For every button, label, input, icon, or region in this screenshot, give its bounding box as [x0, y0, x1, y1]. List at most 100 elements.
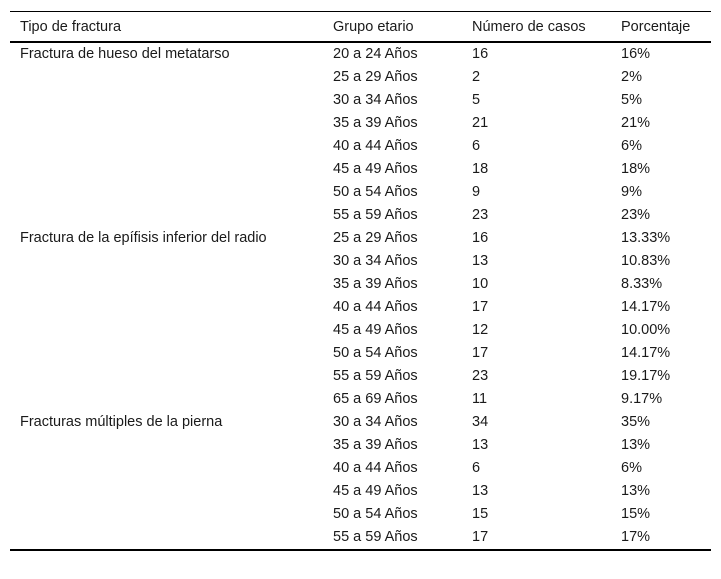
age-group-cell: 30 a 34 Años [333, 92, 418, 108]
table-row: 40 a 44 Años 17 14.17% [10, 296, 711, 319]
age-group-cell: 20 a 24 Años [333, 46, 418, 62]
header-row: Tipo de fractura Grupo etario Número de … [10, 11, 711, 42]
table-body: Fractura de hueso del metatarso 20 a 24 A… [10, 42, 711, 550]
age-group-cell: 30 a 34 Años [333, 253, 418, 269]
table-row: 35 a 39 Años 10 8.33% [10, 273, 711, 296]
age-group-cell: 30 a 34 Años [333, 414, 418, 430]
cases-cell: 13 [472, 437, 489, 453]
age-group-cell: 40 a 44 Años [333, 460, 418, 476]
cases-cell: 2 [472, 69, 481, 85]
table-row: 45 a 49 Años 13 13% [10, 480, 711, 503]
percentage-cell: 19.17% [621, 368, 671, 384]
percentage-cell: 10.00% [621, 322, 671, 338]
cases-cell: 34 [472, 414, 489, 430]
cases-cell: 9 [472, 184, 481, 200]
age-group-cell: 45 a 49 Años [333, 161, 418, 177]
cases-cell: 17 [472, 529, 489, 545]
cases-cell: 12 [472, 322, 489, 338]
table-row: 55 a 59 Años 23 19.17% [10, 365, 711, 388]
cases-cell: 10 [472, 276, 489, 292]
age-group-cell: 65 a 69 Años [333, 391, 418, 407]
fracture-statistics-table-container: Tipo de fractura Grupo etario Número de … [10, 11, 711, 551]
percentage-cell: 13% [621, 437, 651, 453]
cases-cell: 23 [472, 368, 489, 384]
cases-cell: 17 [472, 299, 489, 315]
percentage-cell: 21% [621, 115, 651, 131]
cases-cell: 18 [472, 161, 489, 177]
table-row: 45 a 49 Años 12 10.00% [10, 319, 711, 342]
table-row: 35 a 39 Años 13 13% [10, 434, 711, 457]
age-group-cell: 50 a 54 Años [333, 345, 418, 361]
percentage-cell: 17% [621, 529, 651, 545]
column-header-numero-de-casos: Número de casos [472, 18, 586, 35]
age-group-cell: 55 a 59 Años [333, 529, 418, 545]
percentage-cell: 14.17% [621, 345, 671, 361]
age-group-cell: 45 a 49 Años [333, 322, 418, 338]
cases-cell: 6 [472, 460, 481, 476]
age-group-cell: 50 a 54 Años [333, 506, 418, 522]
table-row: 30 a 34 Años 5 5% [10, 89, 711, 112]
cases-cell: 6 [472, 138, 481, 154]
percentage-cell: 5% [621, 92, 642, 108]
table-header: Tipo de fractura Grupo etario Número de … [10, 11, 711, 42]
table-row: 50 a 54 Años 9 9% [10, 181, 711, 204]
column-header-porcentaje: Porcentaje [621, 18, 691, 35]
table-row: 45 a 49 Años 18 18% [10, 158, 711, 181]
percentage-cell: 13% [621, 483, 651, 499]
table-row: 25 a 29 Años 2 2% [10, 66, 711, 89]
table-row: 35 a 39 Años 21 21% [10, 112, 711, 135]
percentage-cell: 2% [621, 69, 642, 85]
table-row: 55 a 59 Años 17 17% [10, 526, 711, 550]
cases-cell: 17 [472, 345, 489, 361]
age-group-cell: 40 a 44 Años [333, 138, 418, 154]
table-row: 40 a 44 Años 6 6% [10, 135, 711, 158]
cases-cell: 16 [472, 46, 489, 62]
age-group-cell: 35 a 39 Años [333, 115, 418, 131]
age-group-cell: 50 a 54 Años [333, 184, 418, 200]
percentage-cell: 10.83% [621, 253, 671, 269]
fracture-type-cell: Fractura de la epífisis inferior del rad… [20, 230, 267, 246]
table-row: 50 a 54 Años 15 15% [10, 503, 711, 526]
cases-cell: 16 [472, 230, 489, 246]
percentage-cell: 16% [621, 46, 651, 62]
percentage-cell: 14.17% [621, 299, 671, 315]
table-row: Fractura de hueso del metatarso 20 a 24 A… [10, 42, 711, 66]
percentage-cell: 6% [621, 138, 642, 154]
table-row: 30 a 34 Años 13 10.83% [10, 250, 711, 273]
age-group-cell: 55 a 59 Años [333, 368, 418, 384]
table-row: 40 a 44 Años 6 6% [10, 457, 711, 480]
percentage-cell: 8.33% [621, 276, 663, 292]
cases-cell: 13 [472, 483, 489, 499]
cases-cell: 5 [472, 92, 481, 108]
percentage-cell: 13.33% [621, 230, 671, 246]
table-row: Fractura de la epífisis inferior del rad… [10, 227, 711, 250]
percentage-cell: 15% [621, 506, 651, 522]
percentage-cell: 9.17% [621, 391, 663, 407]
age-group-cell: 25 a 29 Años [333, 69, 418, 85]
table-row: 55 a 59 Años 23 23% [10, 204, 711, 227]
fracture-type-cell: Fracturas múltiples de la pierna [20, 414, 223, 430]
cases-cell: 23 [472, 207, 489, 223]
percentage-cell: 18% [621, 161, 651, 177]
column-header-tipo-de-fractura: Tipo de fractura [20, 18, 122, 35]
table-row: 65 a 69 Años 11 9.17% [10, 388, 711, 411]
age-group-cell: 55 a 59 Años [333, 207, 418, 223]
age-group-cell: 35 a 39 Años [333, 276, 418, 292]
cases-cell: 21 [472, 115, 489, 131]
percentage-cell: 23% [621, 207, 651, 223]
age-group-cell: 25 a 29 Años [333, 230, 418, 246]
cases-cell: 13 [472, 253, 489, 269]
age-group-cell: 45 a 49 Años [333, 483, 418, 499]
percentage-cell: 35% [621, 414, 651, 430]
age-group-cell: 40 a 44 Años [333, 299, 418, 315]
percentage-cell: 6% [621, 460, 642, 476]
table-row: Fracturas múltiples de la pierna 30 a 34 … [10, 411, 711, 434]
cases-cell: 15 [472, 506, 489, 522]
fracture-type-cell: Fractura de hueso del metatarso [20, 46, 230, 62]
fracture-statistics-table: Tipo de fractura Grupo etario Número de … [10, 11, 711, 551]
percentage-cell: 9% [621, 184, 642, 200]
age-group-cell: 35 a 39 Años [333, 437, 418, 453]
column-header-grupo-etario: Grupo etario [333, 18, 414, 35]
table-row: 50 a 54 Años 17 14.17% [10, 342, 711, 365]
cases-cell: 11 [472, 391, 488, 407]
